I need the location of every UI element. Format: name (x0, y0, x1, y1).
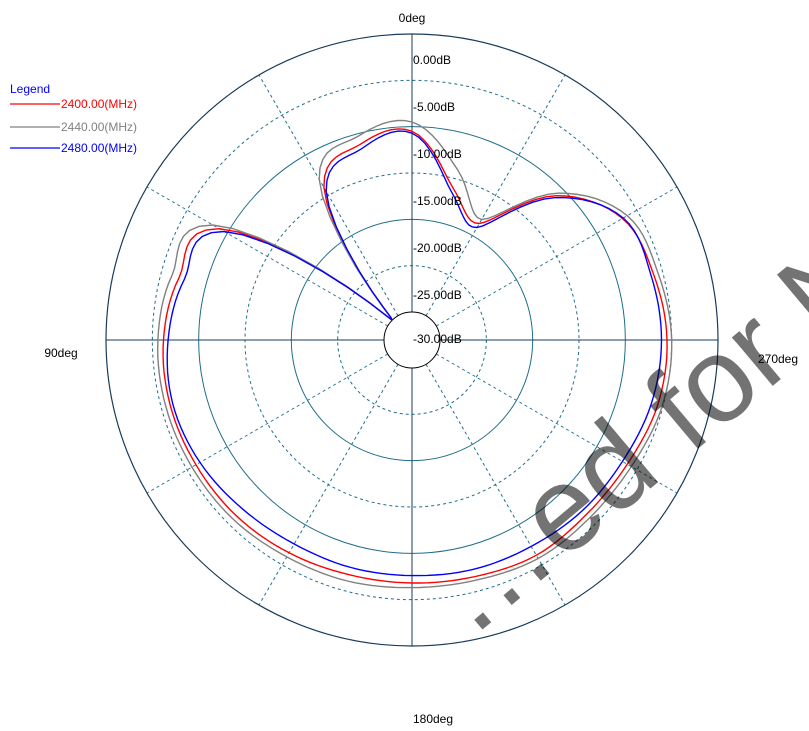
ring-label: -30.00dB (413, 332, 462, 346)
ring-label: -10.00dB (413, 147, 462, 161)
legend-title: Legend (10, 82, 50, 96)
angle-label-180: 180deg (413, 712, 453, 726)
grid-spoke (435, 186, 678, 327)
ring-label: -15.00dB (413, 194, 462, 208)
grid-spoke (146, 186, 389, 327)
grid-spoke (425, 363, 566, 606)
grid-spoke (146, 353, 389, 494)
grid-spoke (435, 353, 678, 494)
angle-label-90: 90deg (44, 346, 77, 360)
legend-entry-2440: 2440.00(MHz) (61, 120, 137, 134)
legend-entry-2480: 2480.00(MHz) (61, 141, 137, 155)
legend-entry-2400: 2400.00(MHz) (61, 97, 137, 111)
grid-spoke (258, 74, 399, 317)
angle-label-0: 0deg (399, 11, 426, 25)
center-hole (383, 311, 441, 369)
ring-label: -25.00dB (413, 288, 462, 302)
angle-label-270: 270deg (758, 352, 798, 366)
ring-label: -20.00dB (413, 241, 462, 255)
series-line-2400 (162, 128, 668, 584)
legend: Legend 2400.00(MHz) 2440.00(MHz) 2480.00… (10, 82, 137, 155)
grid-spoke (425, 74, 566, 317)
series-line-2480 (166, 130, 663, 577)
series-line-2440 (156, 119, 673, 589)
ring-label: 0.00dB (413, 53, 451, 67)
ring-labels: 0.00dB -5.00dB -10.00dB -15.00dB -20.00d… (413, 53, 462, 346)
ring-label: -5.00dB (413, 100, 455, 114)
grid-spoke (258, 363, 399, 606)
series-layer (156, 119, 673, 589)
